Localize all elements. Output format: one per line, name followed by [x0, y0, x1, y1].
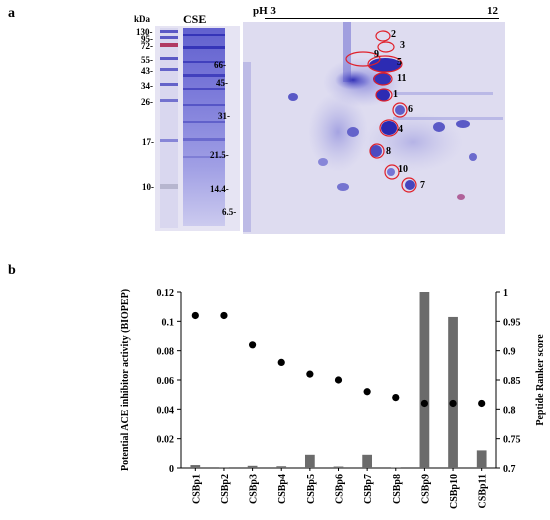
y-tick-label: 0.04	[157, 405, 175, 416]
y-axis-title: Potential ACE inhibitor activity (BIOPEP…	[120, 289, 131, 471]
y2-tick-label: 0.75	[503, 435, 521, 446]
point	[334, 376, 343, 384]
y-tick-label: 0.12	[157, 288, 175, 299]
gel2-mark: 31-	[218, 111, 230, 121]
bar	[476, 450, 487, 468]
spot-label-10: 10	[398, 164, 408, 175]
gel-2d-image	[243, 22, 505, 234]
ladder-mark: 10-	[142, 182, 154, 192]
ph-gradient-line	[265, 18, 499, 19]
panel-a-label: a	[8, 6, 15, 21]
ph-end-label: 12	[487, 5, 498, 17]
bar	[362, 454, 373, 468]
y2-tick-label: 0.9	[503, 347, 516, 358]
bar	[304, 454, 315, 468]
gel-1d-image	[155, 26, 240, 231]
point	[449, 399, 457, 408]
spot-label-11: 11	[397, 73, 407, 84]
spot-label-7: 7	[420, 180, 425, 191]
y2-tick-label: 1	[503, 288, 508, 299]
x-tick-label: CSBp10	[449, 474, 460, 509]
x-tick-label: CSBp11	[478, 474, 489, 508]
gel2-mark: 14.4-	[210, 184, 229, 194]
point	[420, 399, 429, 408]
y2-axis-title: Peptide Ranker score	[535, 334, 546, 426]
x-tick-label: CSBp1	[191, 474, 202, 504]
y2-tick-label: 0.8	[503, 405, 516, 416]
cse-lane-label: CSE	[183, 12, 207, 26]
bar	[333, 466, 344, 468]
bar	[190, 465, 201, 468]
point	[392, 394, 400, 402]
ladder-mark: 72-	[141, 41, 153, 51]
point	[248, 341, 257, 349]
ladder-mark: 26-	[141, 97, 153, 107]
spot-label-5: 5	[397, 57, 402, 68]
gel2-mark: 45-	[216, 78, 228, 88]
chart-bars	[190, 292, 487, 468]
x-tick-label: CSBp2	[220, 474, 231, 504]
y2-tick-label: 0.7	[503, 464, 516, 475]
gel2-mark: 6.5-	[222, 207, 237, 217]
peptide-chart: 0 0.02 0.04 0.06 0.08 0.1 0.12 0.7 0.75 0.8 0.85 0.…	[120, 288, 546, 509]
ladder-mark: 43-	[141, 66, 153, 76]
x-tick-label: CSBp8	[392, 474, 403, 504]
ladder-mark: 130-	[136, 27, 153, 37]
spot-label-1: 1	[393, 89, 398, 100]
gel2-mark: 21.5-	[210, 150, 229, 160]
ph-start-label: pH 3	[253, 5, 276, 17]
spot-label-4: 4	[398, 124, 403, 135]
ladder-mark: 55-	[141, 55, 153, 65]
y2-tick-label: 0.85	[503, 376, 521, 387]
point	[478, 399, 486, 408]
point	[306, 370, 314, 378]
bar	[276, 466, 287, 468]
point	[277, 358, 285, 366]
bar	[419, 292, 430, 468]
bar	[247, 465, 258, 468]
x-tick-label: CSBp6	[335, 474, 346, 504]
spot-label-6: 6	[408, 104, 413, 115]
x-tick-label: CSBp4	[277, 474, 288, 504]
x-tick-label: CSBp7	[363, 474, 374, 504]
bar	[219, 467, 229, 468]
spot-label-3: 3	[400, 40, 405, 51]
ladder-mark: 17-	[142, 137, 154, 147]
gel2-mark: 66-	[214, 60, 226, 70]
ladder-mark: 34-	[141, 81, 153, 91]
point	[363, 388, 371, 396]
chart-labels: 0 0.02 0.04 0.06 0.08 0.1 0.12 0.7 0.75 0.8 0.85 0.…	[120, 288, 546, 509]
y-tick-label: 0	[169, 464, 174, 475]
y2-tick-label: 0.95	[503, 317, 521, 328]
x-tick-label: CSBp3	[249, 474, 260, 504]
spot-label-9: 9	[374, 49, 379, 60]
x-tick-label: CSBp9	[420, 474, 431, 504]
x-tick-label: CSBp5	[306, 474, 317, 504]
panel-b-label: b	[8, 263, 16, 278]
spot-label-2: 2	[391, 29, 396, 40]
point	[191, 311, 199, 320]
y-tick-label: 0.02	[157, 435, 175, 446]
spot-label-8: 8	[386, 146, 391, 157]
ladder-unit-label: kDa	[134, 14, 151, 24]
point	[220, 311, 228, 320]
chart-points	[191, 311, 486, 408]
bar	[448, 316, 458, 468]
y-tick-label: 0.08	[157, 347, 175, 358]
ladder-mark: 95-	[141, 34, 153, 44]
y-tick-label: 0.1	[162, 317, 175, 328]
y-tick-label: 0.06	[157, 376, 175, 387]
